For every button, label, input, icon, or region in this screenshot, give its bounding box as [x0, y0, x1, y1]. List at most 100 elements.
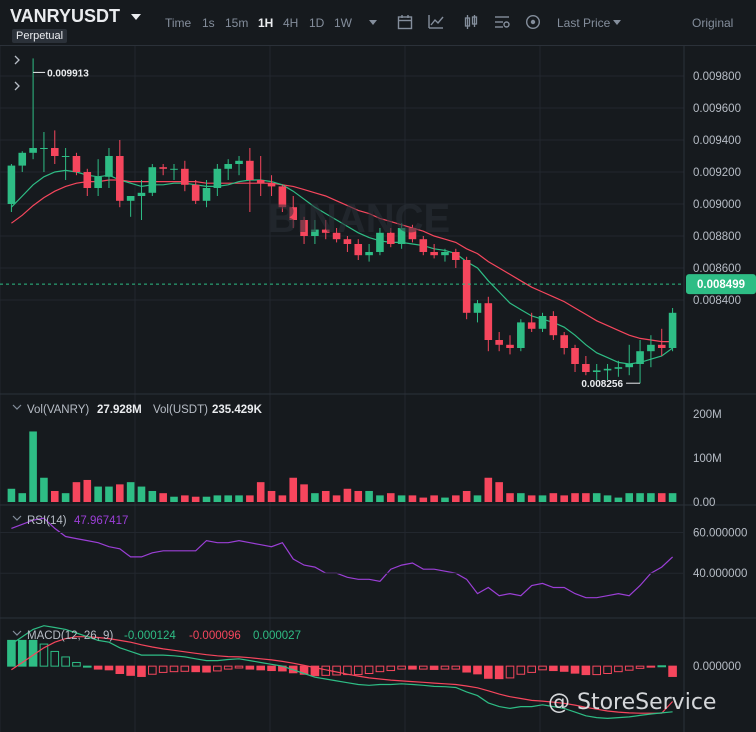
- candle: [267, 183, 276, 187]
- candlestick-type-icon[interactable]: [463, 14, 479, 30]
- volume-bar: [7, 488, 16, 502]
- price-tick-label: 0.009400: [693, 135, 741, 147]
- macd-histogram-bar: [310, 665, 320, 677]
- macd-legend: MACD(12, 26, 9) -0.000124 -0.000096 0.00…: [12, 630, 301, 642]
- timeframe-1d[interactable]: 1D: [309, 16, 325, 30]
- price-type-dropdown-icon[interactable]: [613, 20, 621, 25]
- timeframe-4h[interactable]: 4H: [283, 16, 299, 30]
- high-price-label: 0.009913: [47, 68, 89, 79]
- chevron-down-icon[interactable]: [12, 630, 22, 636]
- chevron-right-icon[interactable]: [14, 55, 20, 65]
- macd-histogram-bar: [440, 665, 450, 670]
- volume-bar: [625, 493, 634, 502]
- macd-histogram-bar: [299, 665, 309, 675]
- candle: [181, 168, 189, 185]
- volume-bar: [40, 477, 48, 502]
- candle: [365, 252, 373, 256]
- view-original-toggle[interactable]: Original: [692, 16, 734, 30]
- volume-bar: [61, 493, 70, 502]
- candle: [321, 229, 330, 233]
- volume-bar: [452, 495, 460, 502]
- settings-icon[interactable]: [525, 14, 541, 30]
- exchange-watermark: BINANCE: [268, 197, 450, 241]
- candle: [495, 340, 503, 345]
- timeframe-1w[interactable]: 1W: [334, 16, 352, 30]
- current-price-tag: 0.008499: [686, 274, 756, 295]
- price-type-selector[interactable]: Last Price: [557, 16, 611, 30]
- macd-histogram-bar: [614, 665, 623, 673]
- timeframe-1s[interactable]: 1s: [202, 16, 215, 30]
- chevron-down-icon[interactable]: [12, 515, 22, 521]
- chevron-down-icon[interactable]: [12, 404, 22, 410]
- candle: [592, 370, 601, 372]
- candle: [668, 312, 677, 348]
- candle: [408, 228, 417, 240]
- macd-histogram-bar: [494, 665, 504, 680]
- volume-usdt-value: 235.429K: [212, 404, 263, 416]
- macd-histogram-bar: [61, 656, 70, 667]
- timeframe-15m[interactable]: 15m: [225, 16, 249, 30]
- candle: [625, 364, 634, 368]
- chevron-right-icon[interactable]: [14, 81, 20, 91]
- volume-bar: [300, 484, 308, 502]
- collapse-arrows[interactable]: [14, 55, 20, 91]
- macd-histogram-bar: [418, 665, 428, 670]
- rsi-label: RSI(14): [27, 515, 67, 527]
- macd-histogram-bar: [538, 665, 547, 671]
- macd-histogram-bar: [462, 665, 471, 673]
- kline-chart[interactable]: 0.009800 0.009600 0.009400 0.009200 0.009000…: [0, 46, 756, 732]
- indicators-icon[interactable]: [494, 14, 510, 30]
- rsi-tick-label: 40.000000: [693, 568, 747, 580]
- volume-bar: [126, 482, 135, 502]
- timeframe-time[interactable]: Time: [165, 16, 192, 30]
- volume-pane: [7, 431, 677, 502]
- macd-histogram-bar: [332, 665, 341, 676]
- volume-bar: [517, 493, 525, 502]
- rsi-line: [11, 517, 674, 599]
- more-timeframes-icon[interactable]: [369, 20, 377, 25]
- volume-bar: [549, 493, 558, 502]
- macd-histogram-bar: [158, 665, 168, 673]
- volume-bar: [657, 493, 666, 502]
- volume-bar: [538, 495, 547, 502]
- volume-bar: [170, 496, 178, 502]
- macd-histogram-bar: [82, 665, 92, 668]
- price-tick-label: 0.008800: [693, 231, 741, 243]
- candle: [506, 344, 514, 348]
- macd-histogram-bar: [28, 639, 38, 667]
- candle: [61, 156, 70, 157]
- candle: [29, 148, 37, 153]
- volume-bar: [376, 495, 384, 502]
- candle: [7, 165, 16, 204]
- timeframe-1h[interactable]: 1H: [258, 16, 274, 30]
- candle: [148, 167, 157, 193]
- volume-bar: [560, 495, 568, 502]
- volume-bar: [614, 497, 623, 502]
- volume-bar: [571, 493, 579, 502]
- macd-histogram-bar: [213, 665, 222, 672]
- candle: [527, 322, 536, 329]
- macd-histogram-bar: [7, 639, 16, 667]
- candle: [235, 160, 243, 164]
- symbol-name[interactable]: VANRYUSDT: [10, 6, 121, 26]
- macd-histogram-bar: [72, 661, 81, 667]
- macd-tick-label: 0.000000: [693, 661, 741, 673]
- candle: [72, 156, 81, 172]
- volume-bar: [116, 484, 124, 502]
- macd-histogram-bar: [375, 665, 385, 673]
- macd-histogram-bar: [603, 665, 612, 675]
- line-chart-icon[interactable]: [428, 14, 444, 30]
- candle: [300, 220, 308, 236]
- volume-bar: [462, 490, 471, 502]
- volume-bar: [419, 497, 428, 502]
- volume-bar: [321, 490, 330, 502]
- candle: [224, 164, 232, 169]
- macd-label: MACD(12, 26, 9): [27, 630, 113, 642]
- candle: [137, 192, 146, 196]
- volume-tick-label: 200M: [693, 409, 722, 421]
- macd-dea-value: -0.000096: [189, 630, 241, 642]
- macd-histogram-bar: [39, 643, 49, 667]
- symbol-dropdown-icon[interactable]: [131, 14, 141, 20]
- price-tick-label: 0.009200: [693, 167, 741, 179]
- calendar-icon[interactable]: [397, 14, 413, 30]
